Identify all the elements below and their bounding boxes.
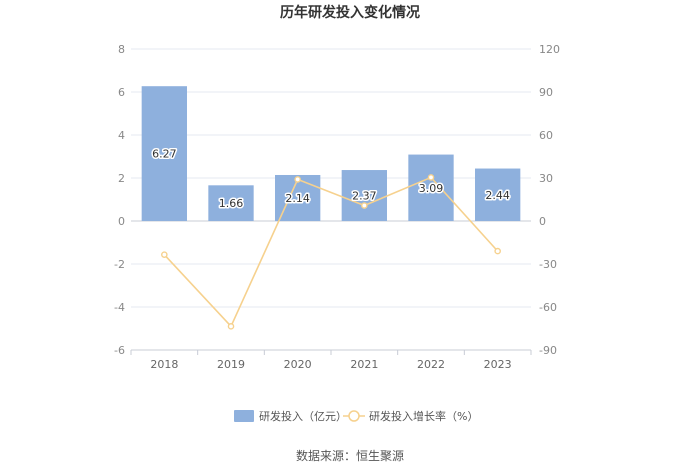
left-axis-tick-label: -4 (114, 301, 125, 314)
left-axis-tick-label: -2 (114, 258, 125, 271)
right-axis-tick-label: -90 (539, 344, 557, 357)
left-axis-tick-label: 0 (118, 215, 125, 228)
right-axis-tick-label: -60 (539, 301, 557, 314)
x-axis-tick-label: 2022 (417, 358, 445, 371)
left-axis-tick-label: 8 (118, 43, 125, 56)
legend: 研发投入（亿元） 研发投入增长率（%） (234, 409, 478, 423)
left-axis: 8 6 4 2 0 -2 -4 -6 (114, 43, 125, 357)
growth-rate-point-2021[interactable] (361, 202, 368, 209)
legend-label-line[interactable]: 研发投入增长率（%） (369, 409, 478, 423)
left-axis-tick-label: -6 (114, 344, 125, 357)
bar-2023[interactable] (475, 168, 521, 221)
bar-value-label: 2.37 (352, 190, 377, 203)
bar-series (141, 86, 521, 221)
right-axis-tick-label: 30 (539, 172, 553, 185)
left-axis-tick-label: 2 (118, 172, 125, 185)
growth-rate-point-2019[interactable] (227, 323, 235, 330)
right-axis-tick-label: -30 (539, 258, 557, 271)
right-axis-tick-label: 0 (539, 215, 546, 228)
legend-label-bar[interactable]: 研发投入（亿元） (259, 409, 347, 423)
bar-value-label: 2.44 (485, 189, 510, 202)
x-axis-tick-label: 2019 (217, 358, 245, 371)
legend-swatch-line-marker (348, 410, 360, 422)
x-axis: 2018 2019 2020 2021 2022 2023 (130, 349, 532, 371)
bar-2022[interactable] (408, 154, 454, 221)
x-axis-tick-label: 2021 (350, 358, 378, 371)
bar-labels: 6.27 1.66 2.14 2.37 3.09 2.44 (151, 146, 512, 212)
x-axis-tick-label: 2018 (150, 358, 178, 371)
growth-rate-line (163, 176, 499, 328)
right-axis-tick-label: 90 (539, 86, 553, 99)
left-axis-tick-label: 6 (118, 86, 125, 99)
bar-value-label: 2.14 (285, 192, 310, 205)
right-axis-tick-label: 60 (539, 129, 553, 142)
bar-value-label: 1.66 (219, 197, 244, 210)
x-axis-tick-label: 2020 (284, 358, 312, 371)
bar-2019[interactable] (208, 185, 254, 221)
right-axis: 120 90 60 30 0 -30 -60 -90 (539, 43, 560, 357)
growth-rate-point-2023[interactable] (494, 247, 501, 255)
bar-2018[interactable] (141, 86, 187, 221)
bar-value-label: 3.09 (419, 182, 444, 195)
growth-rate-point-2020[interactable] (294, 176, 301, 183)
left-axis-tick-label: 4 (118, 129, 125, 142)
growth-rate-point-2022[interactable] (427, 174, 435, 181)
right-axis-tick-label: 120 (539, 43, 560, 56)
growth-rate-point-2018[interactable] (161, 251, 168, 258)
bar-2021[interactable] (341, 170, 387, 221)
legend-swatch-bar[interactable] (234, 410, 254, 422)
gridlines (131, 48, 531, 351)
bar-value-label: 6.27 (152, 148, 177, 161)
line-series (161, 174, 501, 330)
x-axis-tick-label: 2023 (484, 358, 512, 371)
source-note: 数据来源：恒生聚源 (296, 448, 404, 463)
chart-title: 历年研发投入变化情况 (280, 4, 420, 21)
